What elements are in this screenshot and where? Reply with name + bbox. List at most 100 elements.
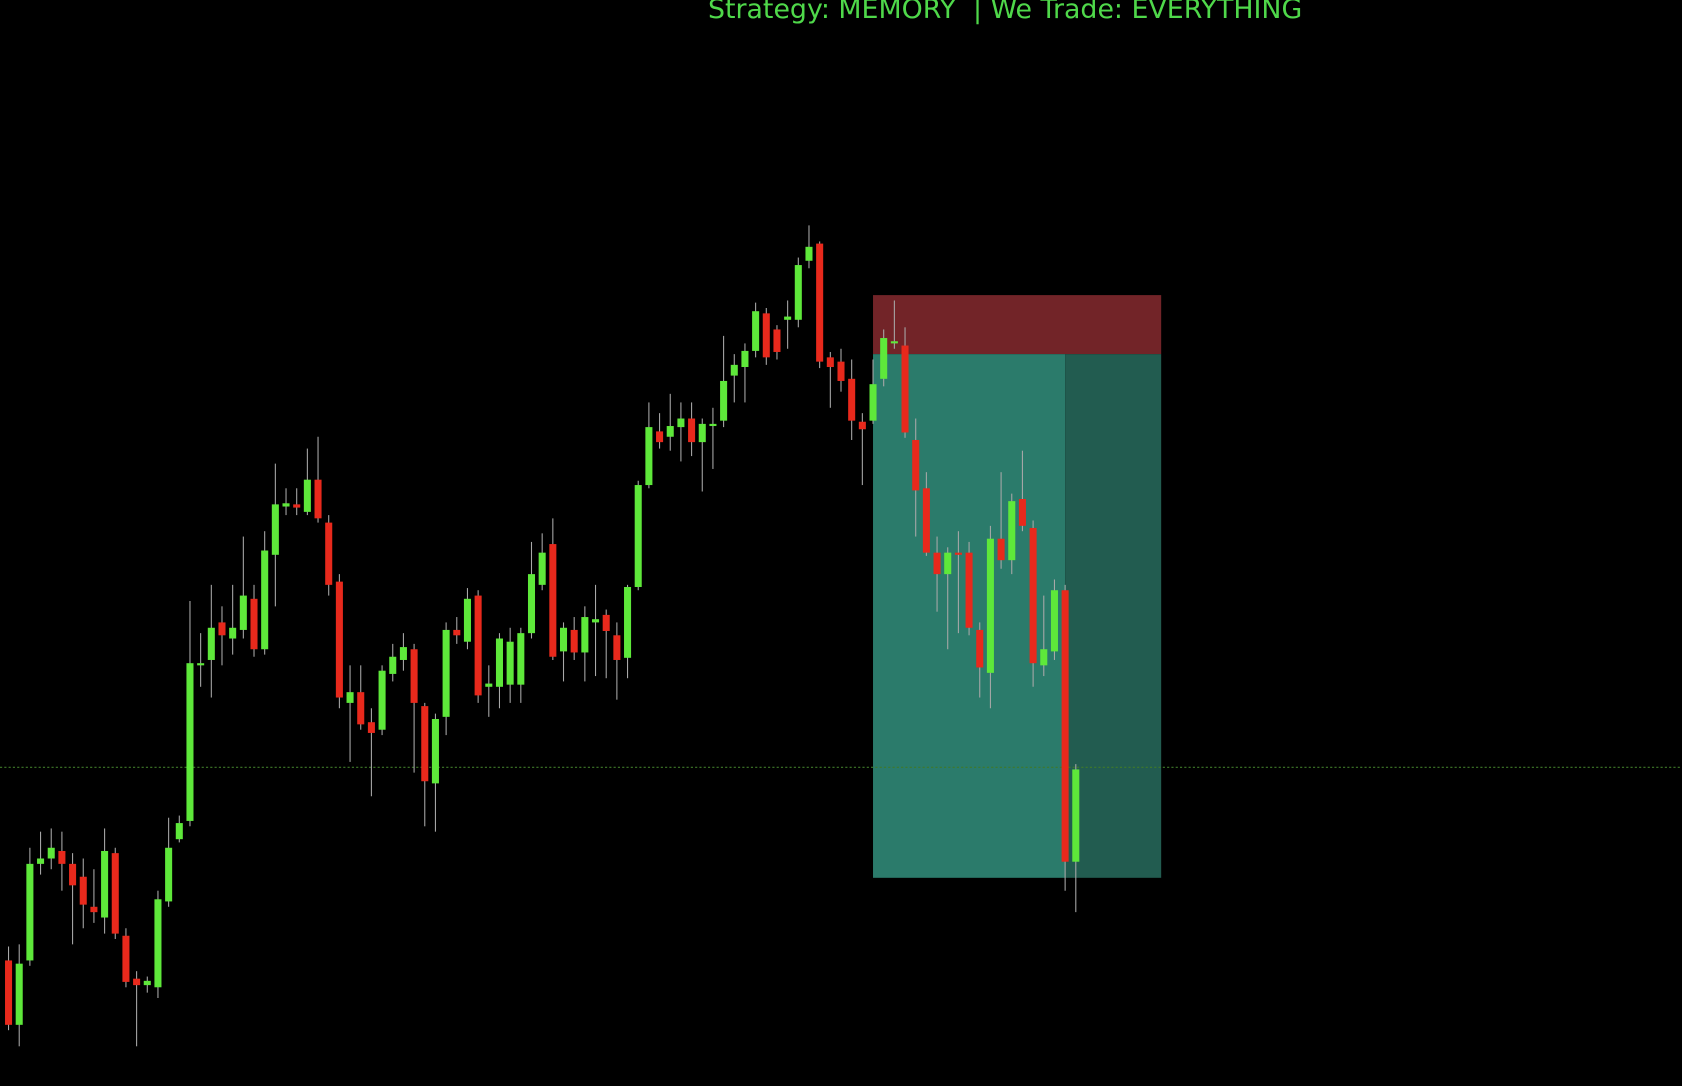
candle-body bbox=[410, 649, 418, 703]
candle-body bbox=[1050, 590, 1058, 652]
candle-body bbox=[986, 538, 994, 673]
candle-body bbox=[367, 722, 375, 733]
candle-body bbox=[1072, 769, 1080, 862]
candle-body bbox=[890, 341, 898, 344]
candle-body bbox=[538, 552, 546, 585]
candle-body bbox=[1029, 527, 1037, 664]
candle-body bbox=[378, 670, 386, 730]
candle-body bbox=[837, 361, 845, 381]
candle-body bbox=[698, 423, 706, 443]
candle-body bbox=[197, 663, 205, 666]
candle-body bbox=[688, 418, 696, 443]
candle-body bbox=[613, 635, 621, 660]
candle-body bbox=[794, 265, 802, 320]
candle-body bbox=[549, 544, 557, 657]
candle-body bbox=[624, 586, 632, 658]
candle-body bbox=[250, 598, 258, 650]
candle-body bbox=[261, 550, 269, 650]
candle-body bbox=[634, 485, 642, 587]
candle-body bbox=[645, 427, 653, 486]
candle-body bbox=[997, 538, 1005, 561]
candle-body bbox=[58, 850, 66, 864]
candle-body bbox=[954, 552, 962, 555]
candle-body bbox=[1040, 649, 1048, 666]
candle-body bbox=[207, 627, 215, 660]
candle-body bbox=[325, 522, 333, 585]
candle-body bbox=[69, 863, 77, 886]
candle-body bbox=[773, 329, 781, 352]
candle-body bbox=[154, 899, 162, 988]
candle-body bbox=[389, 656, 397, 674]
candle-body bbox=[399, 647, 407, 660]
chart-title: Strategy: MEMORY | We Trade: EVERYTHING bbox=[708, 0, 1302, 25]
candle-body bbox=[602, 614, 610, 631]
candle-body bbox=[303, 479, 311, 512]
candle-body bbox=[730, 364, 738, 376]
candle-body bbox=[581, 617, 589, 653]
stop-zone bbox=[873, 295, 1162, 355]
candle-body bbox=[527, 574, 536, 634]
candle-body bbox=[495, 638, 503, 687]
candle-body bbox=[271, 504, 279, 555]
candle-body bbox=[5, 960, 13, 1025]
candle-body bbox=[677, 418, 685, 428]
candle-body bbox=[666, 426, 674, 437]
candle-body bbox=[517, 633, 525, 685]
candle-body bbox=[805, 246, 813, 261]
candle-body bbox=[37, 858, 45, 864]
candle-body bbox=[752, 311, 760, 351]
candle-body bbox=[282, 503, 290, 507]
candle-body bbox=[90, 906, 98, 913]
candle-body bbox=[346, 692, 354, 703]
candle-body bbox=[826, 357, 834, 368]
candle-body bbox=[869, 384, 877, 421]
candle-body bbox=[47, 847, 55, 859]
candle-body bbox=[762, 313, 770, 358]
candle-body bbox=[592, 619, 600, 623]
candle-body bbox=[976, 629, 984, 668]
candle-body bbox=[720, 380, 728, 421]
candle-body bbox=[656, 431, 664, 443]
candle-body bbox=[965, 552, 973, 628]
candle-body bbox=[143, 980, 151, 986]
candle-body bbox=[442, 629, 450, 717]
candle-body bbox=[421, 706, 429, 782]
candle-body bbox=[101, 850, 109, 918]
candle-body bbox=[453, 629, 461, 636]
candle-body bbox=[111, 853, 119, 934]
candle-body bbox=[165, 847, 173, 902]
candle-body bbox=[880, 338, 888, 379]
candle-body bbox=[26, 863, 34, 961]
candle-body bbox=[133, 978, 141, 986]
candle-body bbox=[1008, 501, 1016, 561]
candle-body bbox=[1061, 590, 1069, 862]
position-tool bbox=[873, 295, 1162, 878]
candle-body bbox=[474, 595, 482, 696]
candle-body bbox=[357, 692, 365, 725]
candle-body bbox=[314, 479, 322, 519]
candle-body bbox=[741, 350, 749, 368]
candle-body bbox=[784, 316, 792, 320]
candle-body bbox=[933, 552, 941, 575]
candle-body bbox=[485, 683, 493, 687]
candle-body bbox=[15, 963, 23, 1025]
candle-body bbox=[1018, 499, 1026, 526]
candle-body bbox=[570, 629, 578, 653]
candle-body bbox=[229, 627, 237, 639]
candles bbox=[5, 225, 1080, 1047]
candle-body bbox=[944, 552, 952, 575]
candle-body bbox=[218, 622, 226, 636]
candle-body bbox=[239, 595, 247, 630]
candle-body bbox=[463, 598, 471, 642]
target-zone-remaining bbox=[1065, 354, 1162, 878]
candle-body bbox=[816, 243, 824, 362]
candle-body bbox=[559, 627, 568, 652]
candle-body bbox=[175, 823, 183, 840]
candle-body bbox=[335, 581, 343, 698]
candle-body bbox=[709, 423, 717, 427]
candle-body bbox=[848, 378, 856, 421]
candle-body bbox=[912, 439, 920, 491]
candle-body bbox=[186, 663, 194, 821]
